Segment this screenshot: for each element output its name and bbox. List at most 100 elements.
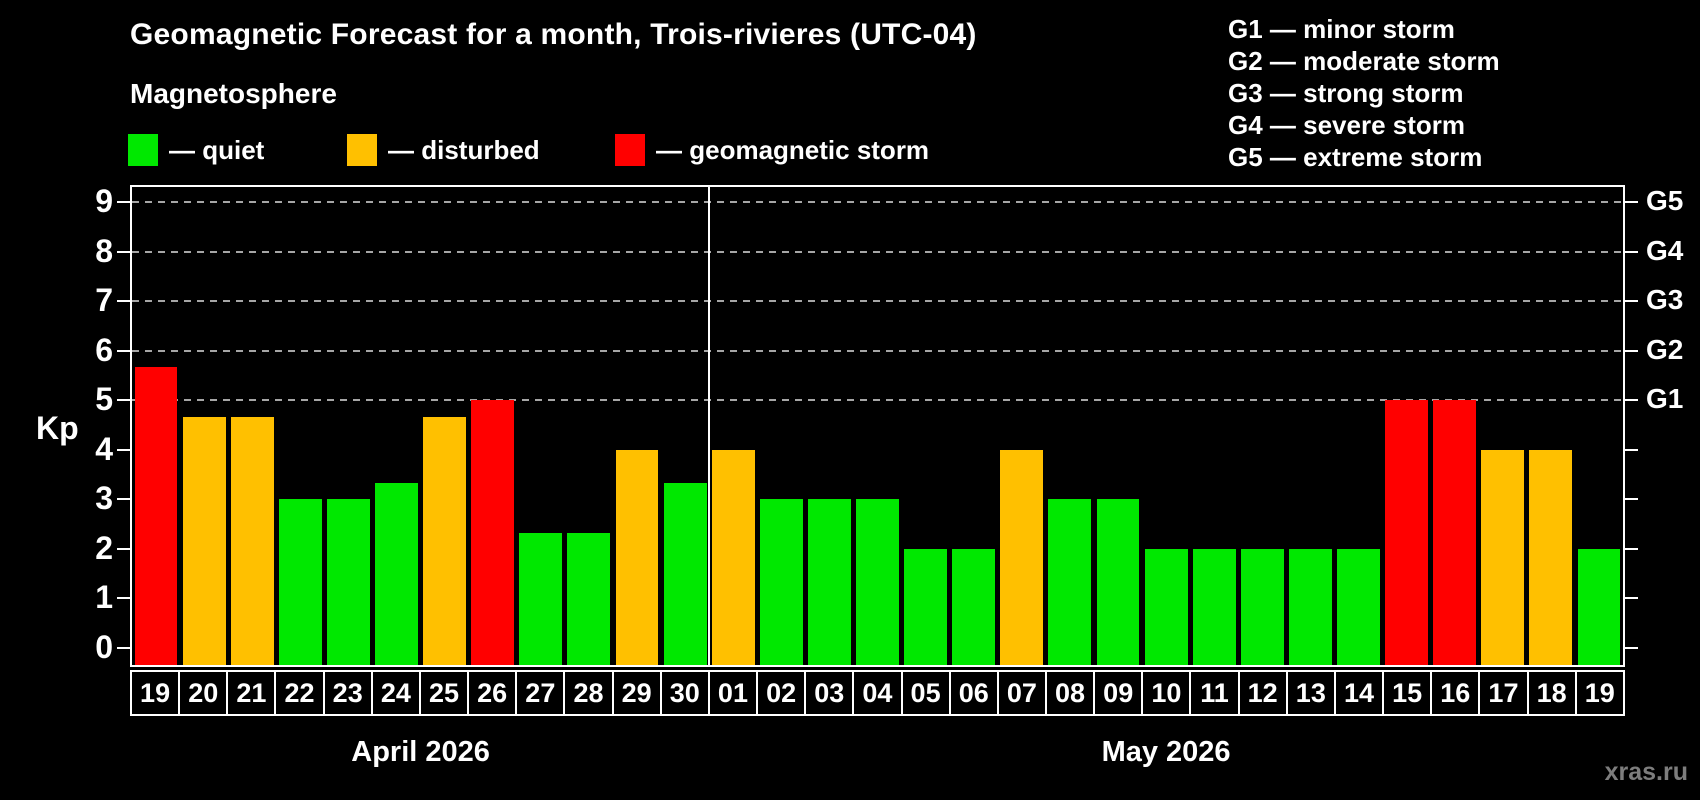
day-label-28: 28 bbox=[563, 670, 614, 716]
kp-bar-14 bbox=[1337, 548, 1380, 665]
gridline-kp8 bbox=[132, 250, 1623, 253]
gscale-legend-line-4: G4 — severe storm bbox=[1228, 110, 1466, 140]
day-label-20: 20 bbox=[178, 670, 229, 716]
magnetosphere-label: Magnetosphere bbox=[130, 78, 337, 109]
gscale-legend-line-3: G3 — strong storm bbox=[1228, 78, 1464, 108]
day-label-24: 24 bbox=[370, 670, 421, 716]
left-tick-0 bbox=[117, 647, 130, 649]
y-tick-label-8: 8 bbox=[95, 232, 113, 269]
day-label-29: 29 bbox=[611, 670, 662, 716]
legend-item-disturbed: — disturbed bbox=[347, 134, 540, 166]
gridline-kp9 bbox=[132, 201, 1623, 203]
y-tick-label-1: 1 bbox=[95, 579, 113, 616]
day-label-07: 07 bbox=[996, 670, 1047, 716]
legend-item-quiet: — quiet bbox=[128, 134, 264, 166]
y-tick-label-2: 2 bbox=[95, 529, 113, 566]
kp-bar-12 bbox=[1240, 548, 1284, 665]
left-tick-9 bbox=[117, 201, 130, 203]
right-tick-0 bbox=[1625, 647, 1638, 649]
day-label-19: 19 bbox=[1574, 670, 1625, 716]
y-tick-label-7: 7 bbox=[95, 282, 113, 319]
right-tick-7 bbox=[1625, 300, 1638, 303]
kp-bar-15 bbox=[1385, 400, 1428, 665]
legend-label-disturbed: — disturbed bbox=[388, 134, 540, 165]
day-axis-row: 19 20 21 22 23 24 25 26 27 28 29 30 01 02 03 04 05 06 07 08… bbox=[130, 670, 1625, 716]
legend-swatch-quiet bbox=[128, 134, 158, 166]
day-label-27: 27 bbox=[515, 670, 566, 716]
day-label-30: 30 bbox=[659, 670, 710, 716]
kp-bar-19 bbox=[134, 367, 178, 665]
kp-bar-27 bbox=[519, 532, 563, 665]
left-tick-7 bbox=[117, 300, 130, 303]
y-tick-label-4: 4 bbox=[95, 430, 113, 467]
left-tick-6 bbox=[117, 349, 130, 352]
gridline-kp5 bbox=[132, 399, 1623, 402]
legend-label-storm: — geomagnetic storm bbox=[656, 134, 930, 165]
left-tick-8 bbox=[117, 250, 130, 253]
left-tick-5 bbox=[117, 399, 130, 402]
y-tick-label-0: 0 bbox=[95, 629, 113, 665]
kp-bar-28 bbox=[567, 532, 611, 665]
month-separator bbox=[708, 187, 711, 665]
kp-bar-22 bbox=[278, 499, 322, 665]
gscale-legend-line-2: G2 — moderate storm bbox=[1228, 46, 1500, 76]
day-label-17: 17 bbox=[1478, 670, 1529, 716]
plot-area bbox=[130, 185, 1625, 667]
y-axis-title: Kp bbox=[36, 410, 79, 446]
g-axis-label-G4: G4 bbox=[1646, 234, 1684, 266]
kp-bar-09 bbox=[1096, 499, 1140, 665]
gscale-legend-line-5: G5 — extreme storm bbox=[1228, 142, 1483, 172]
day-label-03: 03 bbox=[804, 670, 855, 716]
day-label-15: 15 bbox=[1382, 670, 1433, 716]
kp-bar-26 bbox=[471, 400, 515, 665]
kp-bar-21 bbox=[230, 416, 274, 665]
kp-bar-02 bbox=[759, 499, 803, 665]
day-label-14: 14 bbox=[1333, 670, 1385, 716]
g-axis-label-G3: G3 bbox=[1646, 284, 1684, 316]
kp-bar-19 bbox=[1577, 548, 1621, 665]
day-label-21: 21 bbox=[226, 670, 277, 716]
day-label-22: 22 bbox=[274, 670, 325, 716]
g-axis-label-G5: G5 bbox=[1646, 185, 1684, 216]
legend-swatch-storm bbox=[615, 134, 645, 166]
gscale-legend: G1 — minor storm G2 — moderate storm G3 — … bbox=[1228, 13, 1500, 173]
kp-bar-16 bbox=[1433, 400, 1477, 665]
kp-bar-10 bbox=[1144, 548, 1188, 665]
day-label-25: 25 bbox=[418, 670, 470, 716]
left-tick-1 bbox=[117, 597, 130, 600]
day-label-02: 02 bbox=[756, 670, 807, 716]
plot-inner bbox=[132, 187, 1623, 665]
left-tick-2 bbox=[117, 547, 130, 550]
legend-swatch-disturbed bbox=[347, 134, 377, 166]
day-label-05: 05 bbox=[900, 670, 951, 716]
watermark: xras.ru bbox=[1604, 758, 1688, 786]
left-tick-3 bbox=[117, 498, 130, 501]
y-tick-label-3: 3 bbox=[95, 480, 113, 517]
y-tick-label-5: 5 bbox=[95, 381, 113, 418]
gscale-legend-line-1: G1 — minor storm bbox=[1228, 14, 1455, 44]
kp-bar-20 bbox=[182, 416, 226, 665]
kp-bar-13 bbox=[1288, 548, 1332, 665]
left-tick-4 bbox=[117, 448, 130, 451]
day-label-06: 06 bbox=[948, 670, 999, 716]
day-label-18: 18 bbox=[1526, 670, 1577, 716]
day-label-08: 08 bbox=[1044, 670, 1096, 716]
kp-bar-25 bbox=[423, 416, 467, 665]
kp-bar-08 bbox=[1048, 499, 1092, 665]
kp-bar-30 bbox=[663, 482, 707, 665]
month-caption: May 2026 bbox=[1101, 736, 1231, 768]
right-tick-8 bbox=[1625, 250, 1638, 253]
day-label-19: 19 bbox=[130, 670, 181, 716]
day-label-16: 16 bbox=[1430, 670, 1481, 716]
day-label-11: 11 bbox=[1189, 670, 1240, 716]
gridline-kp6 bbox=[132, 349, 1623, 352]
day-label-26: 26 bbox=[467, 670, 518, 716]
day-label-13: 13 bbox=[1285, 670, 1336, 716]
kp-bar-04 bbox=[856, 499, 899, 665]
y-tick-label-6: 6 bbox=[95, 331, 113, 368]
kp-bar-06 bbox=[952, 548, 996, 665]
kp-bar-24 bbox=[375, 482, 418, 665]
right-tick-1 bbox=[1625, 597, 1638, 600]
right-tick-2 bbox=[1625, 547, 1638, 550]
right-tick-9 bbox=[1625, 201, 1638, 203]
